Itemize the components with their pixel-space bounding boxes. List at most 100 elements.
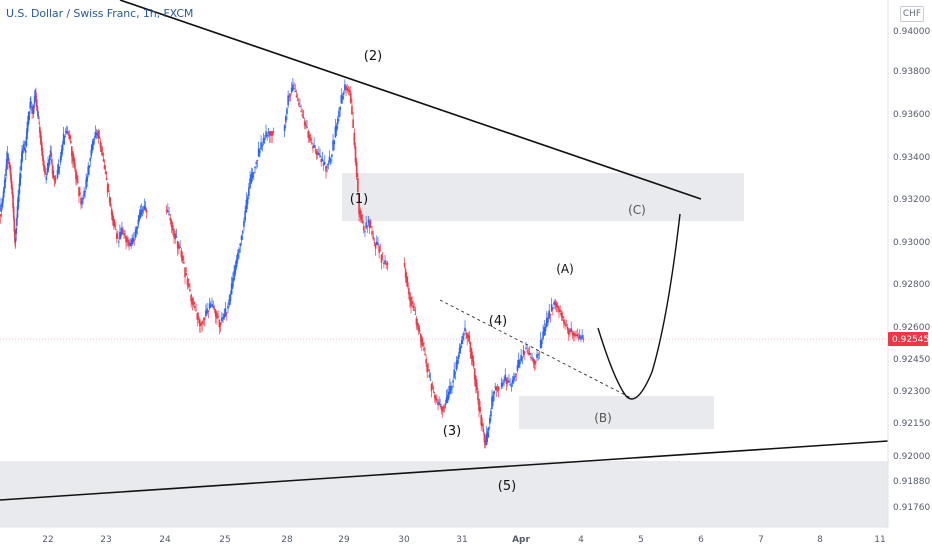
candle-body [65, 131, 68, 133]
candle-body [345, 86, 347, 91]
candle-body [207, 310, 210, 312]
candle-body [318, 153, 320, 155]
candle-body [128, 242, 130, 246]
candle-body [340, 95, 343, 104]
candle-body [37, 118, 40, 120]
candle-body [113, 224, 116, 227]
candle-body [12, 194, 14, 208]
candle-body [320, 159, 323, 163]
candle-body [16, 217, 18, 226]
candle-body [532, 359, 535, 363]
candle-body [121, 228, 123, 234]
candle-body [86, 176, 88, 182]
candle-body [531, 357, 533, 359]
candle-body [417, 326, 420, 331]
y-tick-label: 0.92150 [893, 419, 930, 429]
candle-body [63, 135, 66, 138]
candle-body [542, 331, 544, 340]
candle-body [3, 189, 5, 193]
candle-body [240, 236, 243, 240]
candle-body [9, 167, 12, 176]
candle-body [486, 431, 489, 438]
candle-body [348, 90, 351, 93]
candle-body [492, 395, 494, 402]
candle-body [259, 150, 261, 153]
candle-body [303, 121, 306, 126]
candle-body [403, 263, 406, 267]
candle-body [515, 373, 518, 375]
candle-body [519, 361, 521, 365]
candle-body [347, 89, 350, 92]
candle-body [294, 91, 297, 93]
candle-body [472, 361, 475, 367]
candle-body [339, 106, 341, 111]
candle-body [370, 225, 372, 228]
candle-body [426, 364, 429, 373]
candle-body [201, 321, 204, 324]
y-tick-label: 0.93200 [893, 195, 930, 205]
candle-body [81, 200, 83, 204]
candle-body [368, 220, 371, 229]
candle-body [300, 110, 302, 112]
candle-body [140, 209, 143, 216]
candle-body [319, 155, 321, 157]
candle-body [262, 138, 265, 144]
candle-body [364, 231, 366, 233]
candle-body [511, 379, 514, 384]
candle-body [42, 154, 44, 162]
candle-body [195, 309, 197, 311]
candle-body [0, 214, 2, 217]
candle-body [14, 230, 16, 243]
candle-body [127, 239, 129, 243]
candle-body [28, 114, 30, 120]
candle-body [410, 296, 412, 307]
candle-body [500, 382, 503, 387]
candle-body [225, 312, 228, 314]
wave-label: (2) [364, 49, 382, 64]
candle-body [7, 159, 10, 161]
candle-body [313, 144, 315, 148]
candle-body [43, 165, 46, 168]
candle-body [68, 135, 71, 139]
candle-body [250, 174, 253, 184]
candle-body [558, 307, 560, 313]
candle-body [16, 205, 19, 218]
candle-body [437, 401, 439, 406]
candle-body [77, 182, 79, 184]
candle-body [359, 209, 362, 218]
candle-body [441, 407, 444, 412]
candle-body [71, 146, 73, 157]
candle-body [460, 339, 463, 345]
currency-badge[interactable]: CHF [900, 6, 924, 22]
candle-body [84, 191, 86, 193]
candle-body [467, 334, 470, 338]
candle-body [218, 319, 221, 328]
candle-body [517, 359, 520, 368]
candle-body [554, 301, 557, 306]
support-zone-bottom [0, 461, 888, 527]
candle-body [131, 239, 133, 245]
candle-body [78, 187, 80, 197]
candle-body [57, 164, 60, 173]
candle-body [549, 314, 552, 316]
candle-body [307, 131, 310, 138]
candle-body [455, 361, 458, 370]
candle-body [235, 259, 238, 267]
candle-body [28, 112, 31, 114]
candle-body [288, 95, 291, 97]
annotations: (1) (2) (3) (4) (5) (A) (B) (C) [0, 0, 889, 501]
candle-body [329, 159, 332, 161]
y-tick-label: 0.93800 [893, 67, 930, 77]
candle-body [208, 303, 211, 309]
candle-body [14, 238, 17, 242]
candle-body [38, 122, 40, 124]
candle-body [75, 169, 77, 179]
candle-body [438, 402, 440, 404]
candle-body [506, 380, 509, 383]
candle-body [290, 87, 293, 93]
candle-body [432, 391, 435, 393]
candle-body [446, 394, 449, 402]
candle-body [428, 375, 431, 378]
candle-body [13, 218, 16, 232]
candle-body [361, 220, 364, 223]
